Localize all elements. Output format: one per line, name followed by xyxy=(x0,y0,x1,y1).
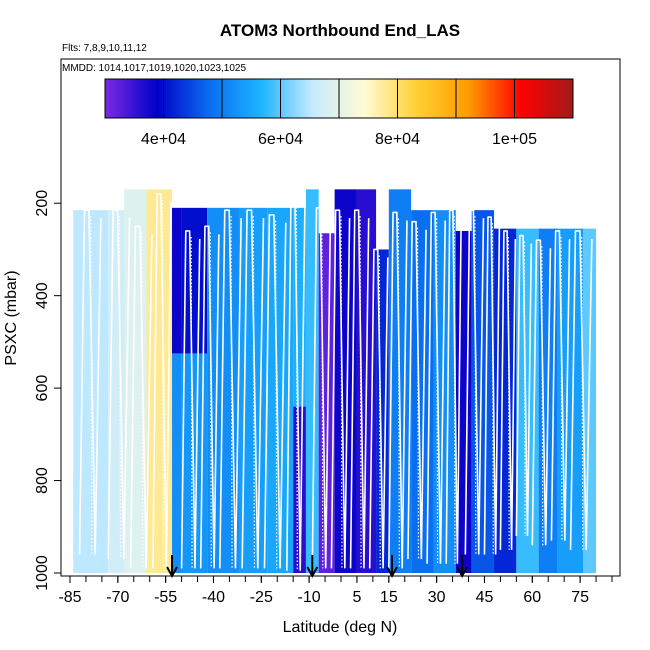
profile-line xyxy=(107,209,131,560)
profile-line xyxy=(152,193,172,569)
profile-dotted-line xyxy=(340,216,343,569)
colorbar: 4e+04 6e+04 8e+04 1e+05 xyxy=(104,78,574,148)
y-tick-label: 600 xyxy=(34,375,51,402)
x-tick-label: -25 xyxy=(250,589,273,606)
profile-line xyxy=(569,230,593,550)
profile-line xyxy=(550,230,571,541)
y-tick-label: 400 xyxy=(34,282,51,309)
profile-dotted-line xyxy=(118,216,122,560)
profile-line xyxy=(464,209,485,555)
profile-line xyxy=(241,209,265,569)
profile-line xyxy=(407,220,427,560)
arrow-markers xyxy=(166,555,469,579)
x-tick-label: 60 xyxy=(523,589,541,606)
dates-label: MMDD: 1014,1017,1019,1020,1023,1025 xyxy=(62,63,246,74)
profile-dotted-line xyxy=(141,232,144,569)
y-axis: 200 400 600 800 1000 xyxy=(34,190,61,591)
y-tick-label: 800 xyxy=(34,467,51,494)
profile-line xyxy=(445,209,462,564)
profile-dotted-line xyxy=(397,218,400,569)
y-tick-label: 200 xyxy=(34,190,51,217)
colorbar-tick-label: 1e+05 xyxy=(492,131,537,148)
profile-dotted-line xyxy=(359,216,362,569)
x-tick-label: 75 xyxy=(571,589,589,606)
x-tick-label: -70 xyxy=(106,589,129,606)
x-axis-label: Latitude (deg N) xyxy=(283,619,398,636)
profile-line xyxy=(330,209,351,569)
profile-line xyxy=(78,209,102,555)
profile-dotted-line xyxy=(491,223,494,555)
profile-dotted-line xyxy=(560,236,563,541)
profile-dotted-line xyxy=(321,213,324,569)
x-tick-label: 5 xyxy=(352,589,361,606)
colorbar-tick-label: 8e+04 xyxy=(375,131,420,148)
profile-line xyxy=(180,230,201,569)
colorbar-tick-label: 4e+04 xyxy=(141,131,186,148)
profile-line xyxy=(388,211,408,569)
profile-dotted-line xyxy=(523,241,526,537)
profile-dotted-line xyxy=(190,236,193,569)
profile-line xyxy=(129,225,153,569)
colorbar-border xyxy=(104,78,574,119)
y-axis-label: PSXC (mbar) xyxy=(3,270,20,365)
x-tick-label: 45 xyxy=(476,589,494,606)
x-tick-label: -10 xyxy=(298,589,321,606)
profile-line xyxy=(368,248,389,569)
profile-dotted-line xyxy=(252,216,256,569)
x-tick-label: -85 xyxy=(58,589,81,606)
flight-profiles xyxy=(78,193,593,571)
profile-dotted-line xyxy=(436,218,439,564)
profile-dotted-line xyxy=(416,227,420,560)
profile-line xyxy=(199,225,220,569)
profile-dotted-line xyxy=(209,232,212,569)
profile-line xyxy=(499,230,517,550)
x-tick-label: -40 xyxy=(202,589,225,606)
profile-dotted-line xyxy=(474,216,477,555)
profile-line xyxy=(426,211,447,564)
profile-dotted-line xyxy=(230,216,233,569)
profile-dotted-line xyxy=(541,246,544,546)
profile-line xyxy=(531,239,552,546)
x-axis: -85 -70 -55 -40 -25 -10 5 15 30 45 60 75 xyxy=(58,575,613,606)
profile-line xyxy=(286,193,306,571)
colorbar-tick-label: 6e+04 xyxy=(258,131,303,148)
chart-title: ATOM3 Northbound End_LAS xyxy=(220,21,460,40)
profile-line xyxy=(219,209,242,569)
y-tick-label: 1000 xyxy=(34,555,51,591)
heatmap-cell xyxy=(172,207,182,354)
heatmap-cell xyxy=(172,353,182,573)
x-tick-label: -55 xyxy=(154,589,177,606)
x-tick-label: 15 xyxy=(380,589,398,606)
profile-dotted-line xyxy=(90,216,93,555)
profile-line xyxy=(263,213,287,569)
profile-dotted-line xyxy=(295,199,298,571)
profile-line xyxy=(483,216,501,555)
x-tick-label: 30 xyxy=(428,589,446,606)
profile-line xyxy=(349,209,370,569)
profile-line xyxy=(311,207,332,569)
flights-label: Flts: 7,8,9,10,11,12 xyxy=(62,43,147,54)
